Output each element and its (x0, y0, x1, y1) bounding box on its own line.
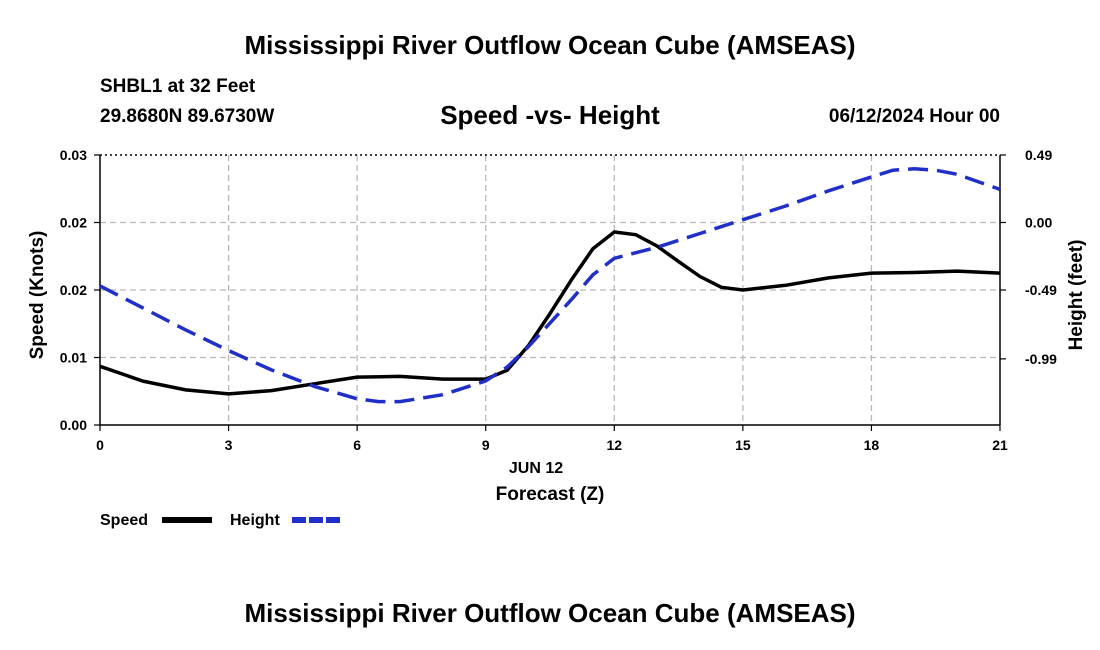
x-axis-title: Forecast (Z) (496, 484, 605, 505)
y2-tick-label: -0.49 (1025, 282, 1057, 298)
legend-label-speed: Speed (100, 512, 148, 529)
x-tick-label: 12 (606, 437, 622, 453)
x-axis-date-label: JUN 12 (509, 460, 563, 477)
y2-tick-label: 0.49 (1025, 147, 1052, 163)
station-coordinates: 29.8680N 89.6730W (100, 106, 275, 127)
y-tick-label: 0.00 (60, 417, 87, 433)
y2-tick-label: -0.99 (1025, 351, 1057, 367)
chart-subtitle: Speed -vs- Height (440, 100, 660, 130)
x-tick-label: 3 (225, 437, 233, 453)
station-label: SHBL1 at 32 Feet (100, 76, 256, 97)
x-tick-label: 6 (353, 437, 361, 453)
y-tick-label: 0.03 (60, 147, 87, 163)
x-tick-label: 18 (864, 437, 880, 453)
x-tick-label: 15 (735, 437, 751, 453)
x-tick-label: 0 (96, 437, 104, 453)
y-tick-label: 0.02 (60, 215, 87, 231)
forecast-datetime: 06/12/2024 Hour 00 (828, 106, 1000, 127)
series-line-height (99, 167, 1001, 404)
y-tick-label: 0.01 (60, 350, 87, 366)
x-tick-label: 21 (992, 437, 1008, 453)
y-axis-title: Speed (Knots) (27, 231, 48, 360)
y-tick-label: 0.02 (60, 282, 87, 298)
series-line-speed (99, 230, 1001, 396)
y2-tick-label: 0.00 (1025, 215, 1052, 231)
bottom-page-title: Mississippi River Outflow Ocean Cube (AM… (244, 598, 856, 628)
page-title: Mississippi River Outflow Ocean Cube (AM… (244, 30, 856, 60)
x-tick-label: 9 (482, 437, 490, 453)
y2-axis-title: Height (feet) (1066, 240, 1087, 351)
legend-label-height: Height (230, 512, 280, 529)
